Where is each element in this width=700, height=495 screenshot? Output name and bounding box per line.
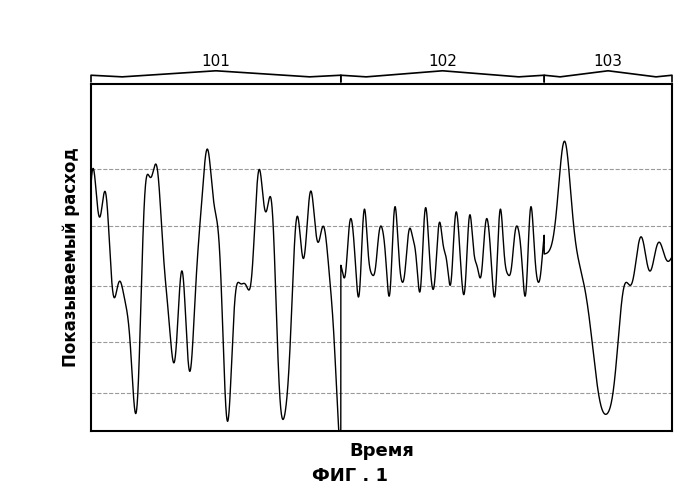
- Text: 103: 103: [594, 54, 622, 69]
- X-axis label: Время: Время: [349, 442, 414, 460]
- Text: 102: 102: [428, 54, 457, 69]
- Text: 101: 101: [202, 54, 230, 69]
- Text: ФИГ . 1: ФИГ . 1: [312, 467, 388, 485]
- Y-axis label: Показываемый расход: Показываемый расход: [62, 148, 80, 367]
